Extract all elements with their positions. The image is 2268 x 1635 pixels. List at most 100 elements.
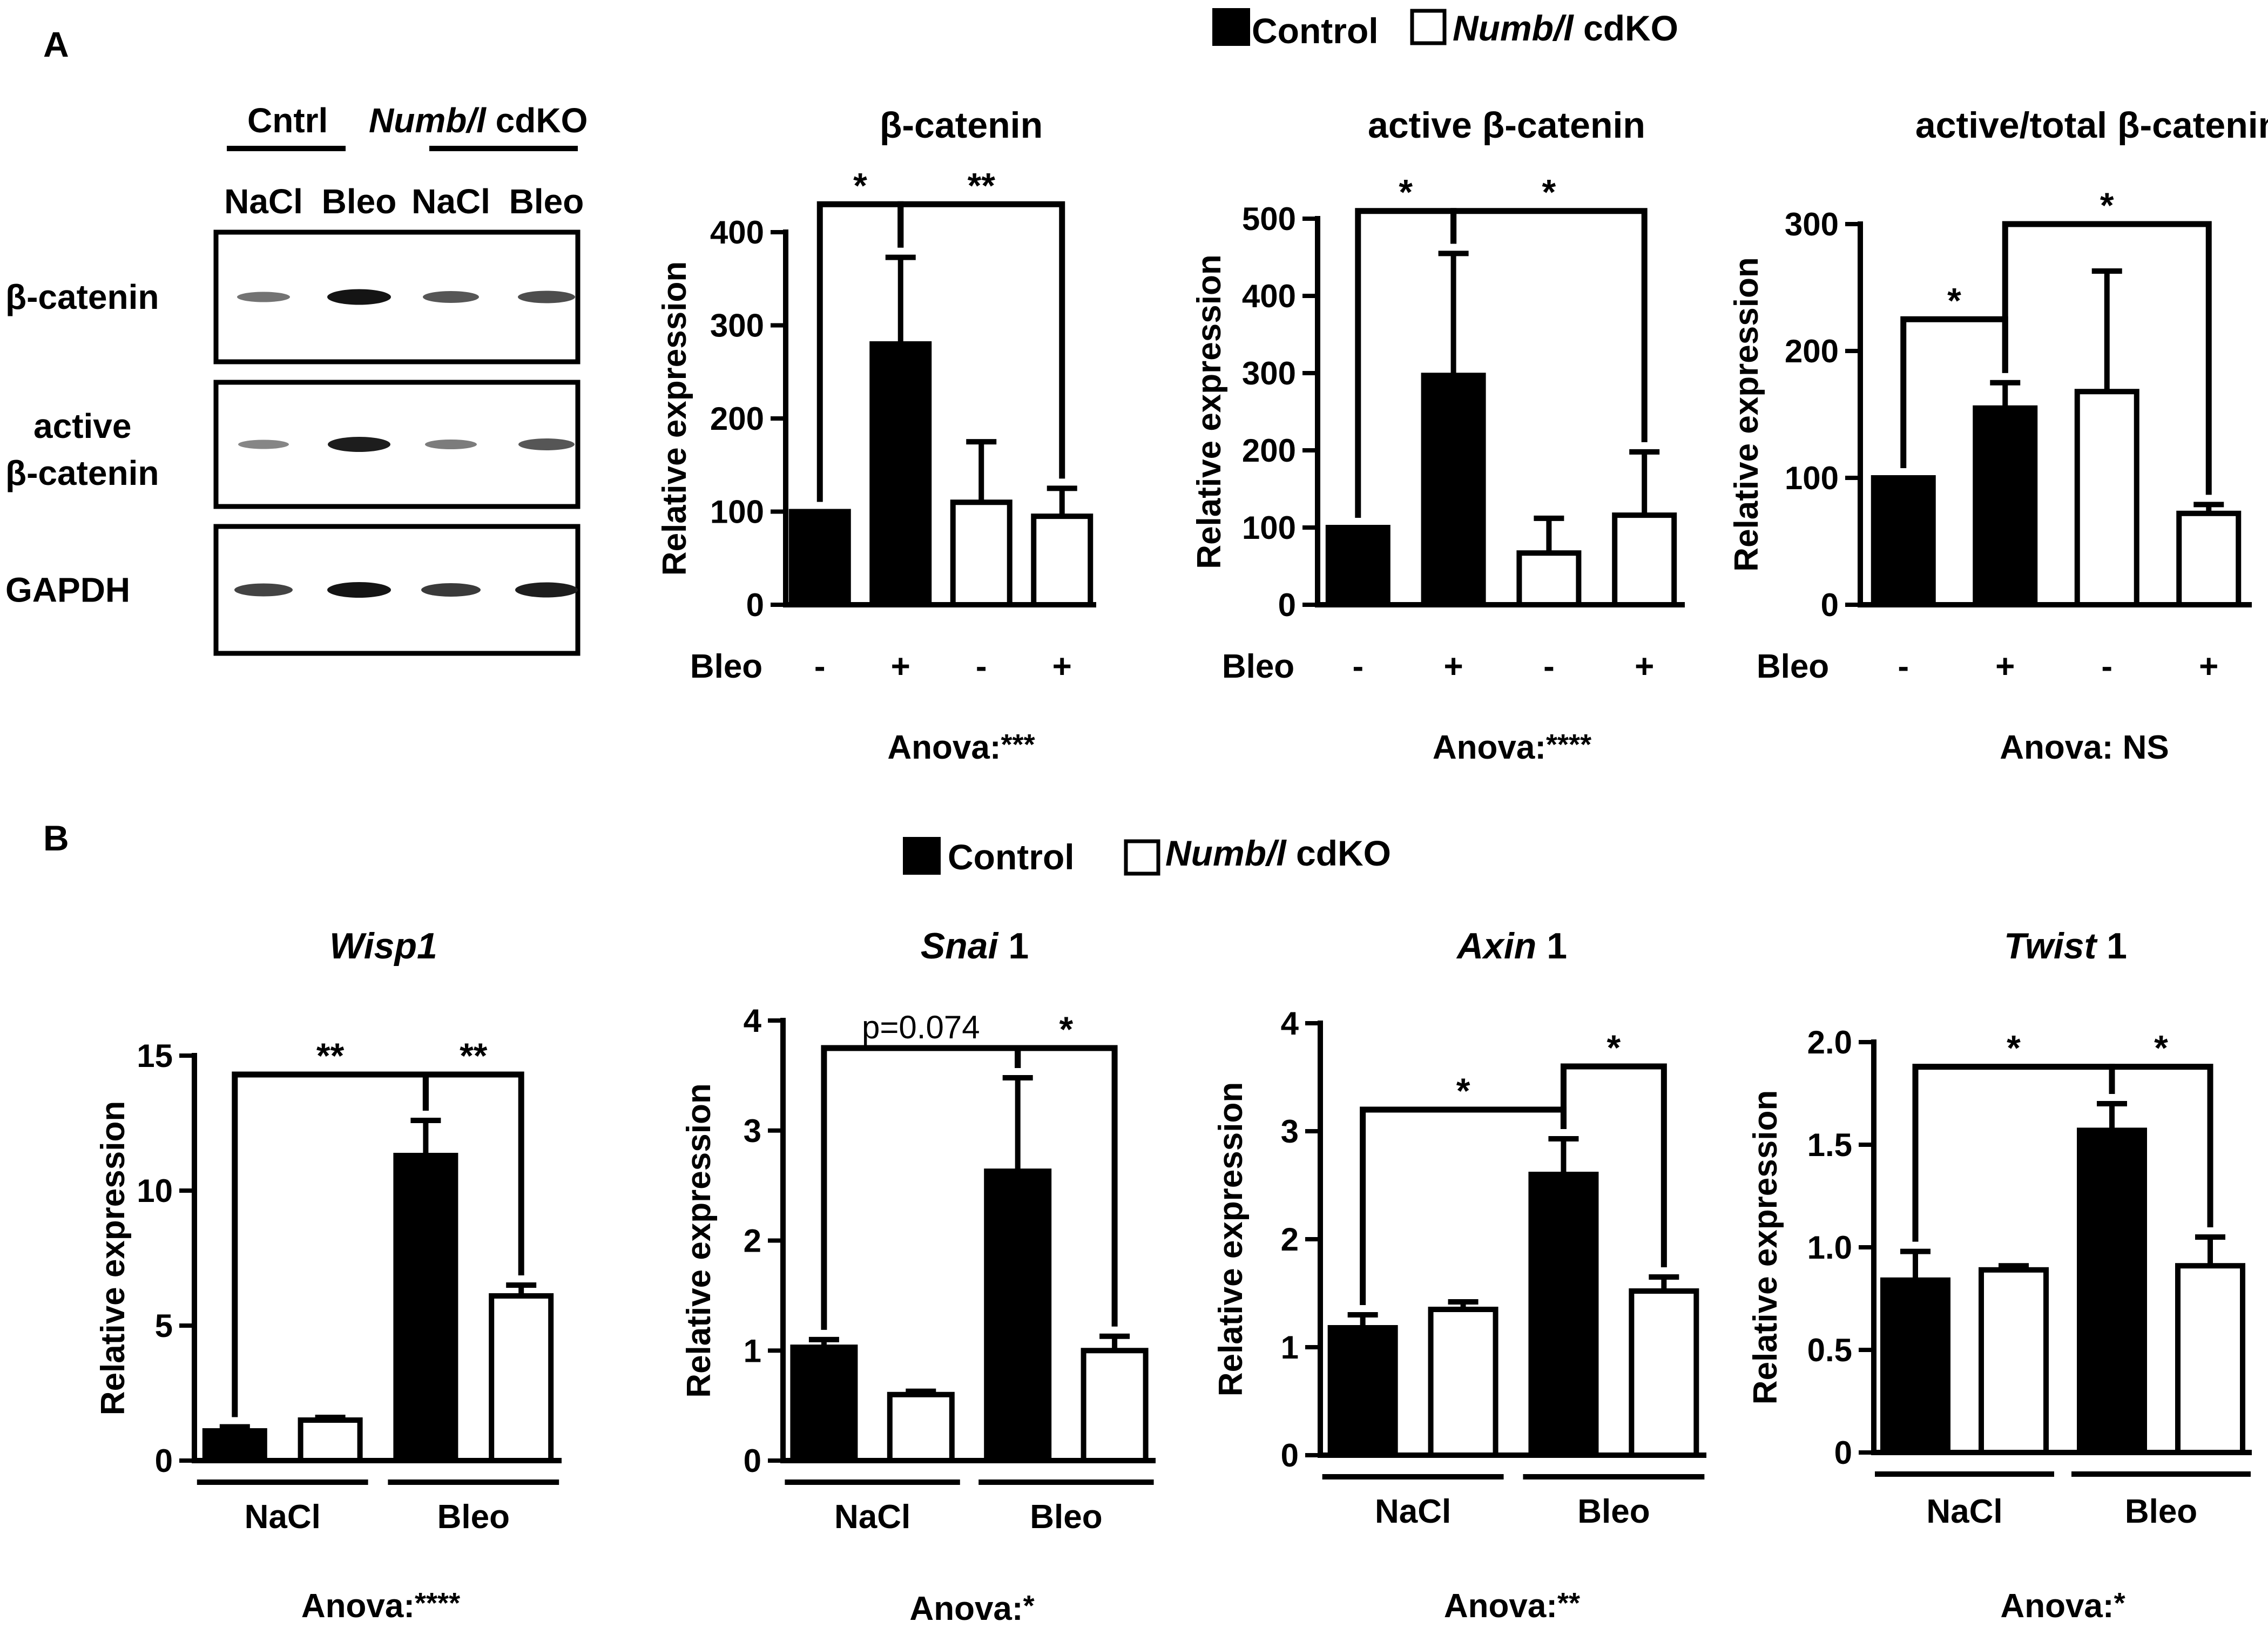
y-tick-label: 1 bbox=[1281, 1329, 1299, 1366]
legend-b-cdko-label: Numb/l cdKO bbox=[1165, 833, 1391, 873]
anova-significance: **** bbox=[415, 1587, 460, 1619]
chart-title: Snai 1 bbox=[921, 925, 1029, 967]
significance-label: * bbox=[1947, 280, 1961, 320]
bar bbox=[1973, 405, 2038, 607]
y-tick-label: 0 bbox=[746, 587, 764, 623]
y-tick-label: 500 bbox=[1242, 201, 1296, 237]
bar bbox=[1421, 373, 1486, 607]
y-tick-label: 1 bbox=[744, 1333, 761, 1369]
anova-label: Anova:**** bbox=[1433, 728, 1591, 766]
y-tick-label: 1.5 bbox=[1807, 1127, 1852, 1163]
significance-label: * bbox=[1456, 1071, 1470, 1111]
bar bbox=[1327, 1325, 1398, 1458]
chart-title: active β-catenin bbox=[1368, 105, 1645, 146]
significance-label: ** bbox=[460, 1036, 488, 1076]
significance-bracket bbox=[422, 1071, 524, 1275]
chart-beta-catenin: β-catenin Relative expression 0 100 200 300 40… bbox=[656, 105, 1096, 766]
legend-a-cdko-swatch bbox=[1410, 9, 1447, 45]
bar bbox=[1528, 1172, 1599, 1458]
significance-label: * bbox=[2154, 1028, 2168, 1068]
anova-significance: * bbox=[2114, 1587, 2125, 1619]
blot-band bbox=[327, 582, 391, 598]
bar bbox=[950, 499, 1013, 607]
bar bbox=[202, 1428, 267, 1463]
group-label: NaCl bbox=[245, 1498, 321, 1536]
chart-title: Wisp1 bbox=[329, 925, 437, 967]
y-tick-label: 3 bbox=[1281, 1113, 1299, 1150]
chart-title-suffix: 1 bbox=[2096, 925, 2127, 967]
group-label: NaCl bbox=[1375, 1493, 1451, 1530]
y-tick-label: 2.0 bbox=[1807, 1024, 1852, 1060]
anova-prefix: Anova: bbox=[1444, 1587, 1557, 1625]
bar bbox=[1979, 1267, 2049, 1456]
chart-title: active/total β-catenin bbox=[1915, 105, 2268, 146]
blot-group-cdko: Numb/l cdKO bbox=[369, 101, 588, 140]
significance-label: p=0.074 bbox=[862, 1009, 980, 1045]
anova-significance: *** bbox=[1001, 728, 1035, 761]
y-tick-label: 1.0 bbox=[1807, 1229, 1852, 1266]
panel-a-label: A bbox=[43, 24, 69, 64]
y-tick-label: 400 bbox=[1242, 278, 1296, 314]
blot-row-label: β-catenin bbox=[5, 454, 159, 492]
x-tick-sign: + bbox=[1052, 648, 1072, 685]
legend-a-control-label: Control bbox=[1252, 11, 1379, 51]
x-tick-sign: + bbox=[1443, 648, 1463, 685]
bar bbox=[489, 1293, 554, 1463]
significance-bracket bbox=[1560, 1063, 1667, 1267]
chart-twist1: Twist 1 Relative expression 0 0.5 1.0 1.5 2.0 *… bbox=[1747, 925, 2252, 1625]
anova-significance: **** bbox=[1546, 728, 1591, 761]
chart-title: β-catenin bbox=[880, 105, 1043, 146]
anova-prefix: Anova: bbox=[1433, 729, 1546, 766]
significance-label: * bbox=[1542, 172, 1556, 212]
bar bbox=[788, 509, 851, 607]
significance-bracket bbox=[2109, 1064, 2213, 1227]
anova-label: Anova:* bbox=[909, 1590, 1034, 1627]
anova-significance: ** bbox=[1557, 1587, 1580, 1619]
y-tick-label: 200 bbox=[1785, 333, 1839, 369]
group-label: Bleo bbox=[2125, 1493, 2197, 1530]
bar bbox=[393, 1153, 458, 1463]
y-axis-label: Relative expression bbox=[1191, 254, 1228, 569]
blot-band bbox=[518, 290, 575, 303]
significance-label: * bbox=[1059, 1009, 1074, 1049]
significance-label: * bbox=[853, 165, 867, 205]
chart-title: Twist 1 bbox=[2004, 925, 2127, 967]
bar bbox=[1325, 525, 1390, 607]
y-tick-label: 15 bbox=[137, 1038, 173, 1074]
chart-title-suffix: 1 bbox=[1536, 925, 1567, 967]
significance-label: ** bbox=[968, 165, 996, 205]
x-tick-sign: - bbox=[976, 648, 987, 685]
anova-prefix: Anova: bbox=[2000, 1587, 2114, 1625]
blot-band bbox=[238, 440, 289, 449]
anova-label: Anova:*** bbox=[887, 728, 1035, 766]
bar bbox=[2074, 389, 2139, 607]
blot-band bbox=[237, 292, 290, 302]
y-tick-label: 2 bbox=[744, 1223, 761, 1259]
bar bbox=[984, 1168, 1052, 1463]
y-tick-label: 0 bbox=[1821, 587, 1839, 623]
chart-title-gene: Twist bbox=[2004, 925, 2098, 967]
group-label: Bleo bbox=[1577, 1493, 1650, 1530]
chart-title-suffix: 1 bbox=[998, 925, 1029, 967]
significance-label: ** bbox=[316, 1036, 345, 1076]
legend-a: Control Numb/l cdKO bbox=[1212, 8, 1678, 51]
bar bbox=[298, 1417, 363, 1463]
x-tick-sign: + bbox=[1635, 648, 1654, 685]
y-tick-label: 4 bbox=[744, 1003, 762, 1039]
x-tick-sign: + bbox=[1995, 648, 2015, 685]
anova-prefix: Anova: bbox=[887, 729, 1001, 766]
x-axis-treatment-label: Bleo bbox=[1757, 648, 1829, 685]
bar bbox=[1871, 475, 1936, 607]
anova-prefix: Anova: bbox=[301, 1587, 415, 1625]
x-tick-sign: - bbox=[1543, 648, 1555, 685]
y-tick-label: 0 bbox=[1281, 1437, 1299, 1474]
chart-title-gene: Snai bbox=[921, 925, 1000, 967]
significance-label: * bbox=[2007, 1028, 2021, 1068]
chart-active-total-beta-catenin: active/total β-catenin Relative expressio… bbox=[1728, 105, 2268, 766]
chart-title-gene: Wisp1 bbox=[329, 925, 437, 967]
y-tick-label: 3 bbox=[744, 1113, 761, 1149]
anova-label: Anova: NS bbox=[2000, 729, 2169, 766]
y-axis-label: Relative expression bbox=[1747, 1090, 1784, 1404]
